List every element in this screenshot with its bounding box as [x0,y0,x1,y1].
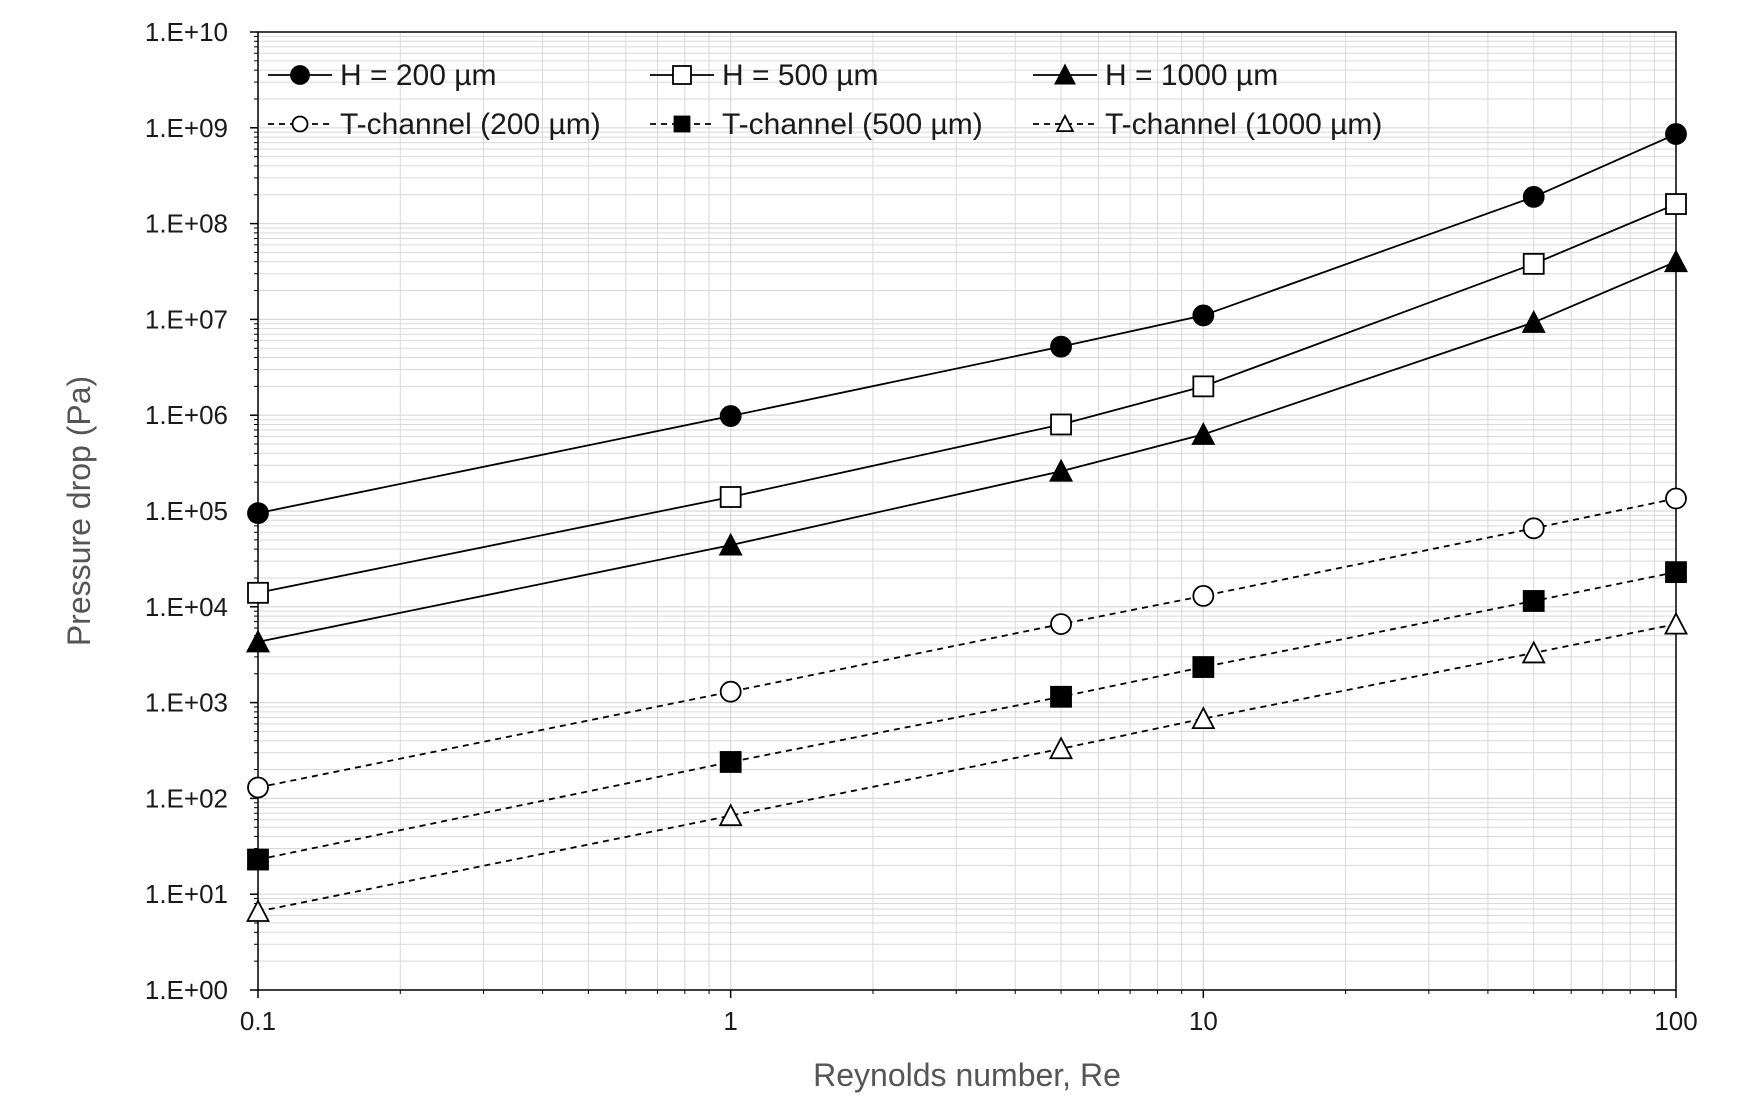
data-point [1664,611,1688,635]
legend-item: T-channel (1000 µm) [1033,108,1382,141]
data-point [1192,375,1215,398]
y-axis-title: Pressure drop (Pa) [61,376,97,646]
y-tick-label: 1.E+09 [145,113,228,143]
y-tick-label: 1.E+05 [145,496,228,526]
y-tick-label: 1.E+00 [145,975,228,1005]
data-point [1665,193,1687,215]
data-point [1665,123,1687,145]
legend-item: H = 1000 µm [1033,59,1278,92]
data-point [1049,736,1074,760]
data-point [1192,656,1215,678]
axis-ticks: 1.E+00 1.E+01 1.E+02 1.E+03 1.E+04 1.E+05 1.E+… [145,17,1698,1036]
series-line [257,497,1677,789]
x-axis-title: Reynolds number, Re [813,1057,1121,1093]
data-point [719,751,742,773]
series-6 [246,611,1688,922]
data-point [1050,613,1072,635]
y-tick-label: 1.E+04 [145,592,228,622]
legend-marker [672,65,692,85]
data-point [1192,304,1215,327]
data-point [1665,561,1687,584]
data-point [1664,249,1688,273]
data-point [719,486,742,508]
x-tick-label: 1 [723,1006,737,1036]
y-tick-label: 1.E+08 [145,209,228,239]
data-point [718,803,743,827]
data-point [1522,185,1545,208]
data-point [1050,335,1072,358]
data-point [718,532,743,556]
data-point [1050,413,1072,436]
data-point [719,680,742,703]
series-3 [246,249,1688,653]
data-point [1522,517,1545,540]
x-tick-label: 0.1 [240,1006,276,1036]
y-tick-label: 1.E+07 [145,304,228,334]
legend-item: T-channel (200 µm) [268,108,601,141]
data-point [1050,685,1072,708]
y-tick-label: 1.E+10 [145,17,228,47]
data-point [1521,309,1546,333]
legend-label: H = 500 µm [722,59,879,92]
legend-item: H = 500 µm [650,59,879,92]
data-point [247,776,269,799]
legend-label: H = 1000 µm [1105,59,1278,92]
data-point [246,899,270,922]
series-1 [247,123,1687,525]
data-point [1665,487,1687,510]
legend-marker [290,65,310,85]
y-tick-label: 1.E+01 [145,879,228,909]
legend-marker [1054,63,1076,85]
data-point [246,629,270,653]
y-tick-label: 1.E+06 [145,400,228,430]
series-4 [247,487,1687,799]
legend-label: T-channel (500 µm) [722,108,983,141]
legend-item: T-channel (500 µm) [650,108,983,141]
x-tick-label: 10 [1189,1006,1218,1036]
data-point [247,848,269,871]
series-line [257,133,1677,515]
data-point [1191,706,1216,730]
data-point [1192,584,1215,607]
data-point [247,581,269,604]
grid [257,32,1676,991]
data-point [247,502,269,525]
data-point [1522,590,1545,612]
x-tick-label: 100 [1654,1006,1697,1036]
data-point [1049,458,1074,482]
series-line [257,571,1677,861]
legend-label: H = 200 µm [340,59,497,92]
data-point [1191,421,1216,445]
series-2 [247,193,1687,604]
legend-item: H = 200 µm [268,59,497,92]
series-5 [247,561,1687,871]
data-point [719,405,742,427]
legend-marker [1055,113,1075,133]
series-line [257,623,1677,913]
y-tick-label: 1.E+02 [145,783,228,813]
series-line [257,260,1677,643]
legend-marker [291,115,309,133]
y-tick-label: 1.E+03 [145,688,228,718]
legend: H = 200 µm H = 500 µm H = 1000 µm T-channel… [268,59,1382,141]
series-line [257,203,1677,594]
series [246,123,1688,922]
data-point [1521,640,1546,664]
data-point [1522,252,1545,275]
legend-marker [673,115,691,133]
legend-label: T-channel (1000 µm) [1105,108,1382,141]
legend-label: T-channel (200 µm) [340,108,601,141]
